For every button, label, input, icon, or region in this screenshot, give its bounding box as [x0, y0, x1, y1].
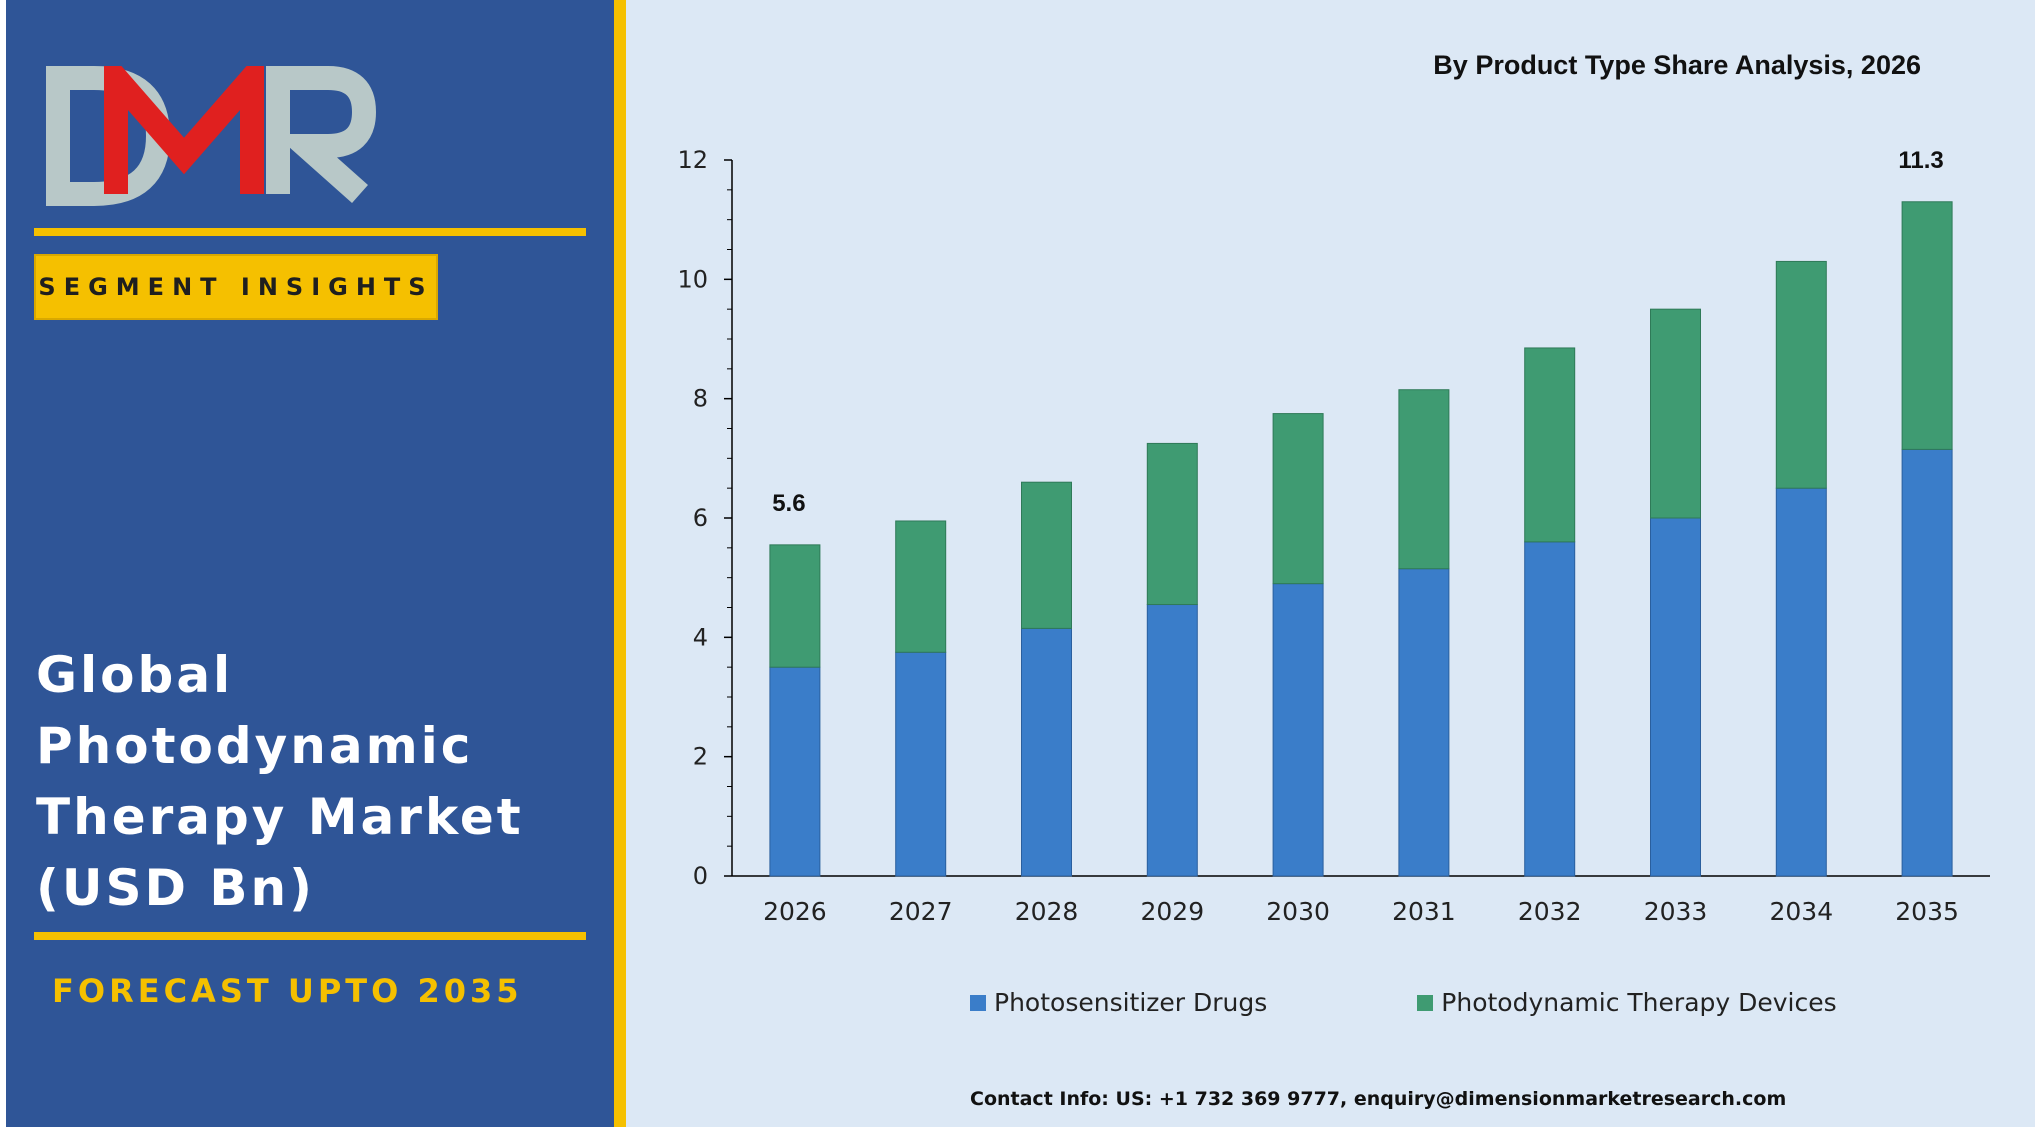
top-yellow-rule: [34, 228, 586, 236]
y-tick-label: 6: [693, 504, 708, 532]
bar-therapy-devices: [1775, 260, 1827, 489]
x-tick-label: 2028: [1015, 897, 1079, 926]
data-label: 11.3: [1898, 147, 1943, 174]
y-tick-label: 8: [693, 385, 708, 413]
x-tick-label: 2032: [1518, 897, 1582, 926]
bar-photosensitizer-drugs: [1146, 604, 1198, 877]
bar-therapy-devices: [1272, 413, 1324, 585]
bar-therapy-devices: [1901, 201, 1953, 450]
legend-item-photosensitizer-drugs: Photosensitizer Drugs: [970, 988, 1267, 1017]
x-tick-label: 2030: [1266, 897, 1330, 926]
bar-photosensitizer-drugs: [1901, 448, 1953, 877]
chart-title: By Product Type Share Analysis, 2026: [1433, 50, 1921, 80]
contact-info: Contact Info: US: +1 732 369 9777, enqui…: [970, 1088, 1787, 1110]
x-tick-label: 2027: [889, 897, 953, 926]
bar-therapy-devices: [895, 520, 947, 653]
data-label: 5.6: [772, 490, 805, 517]
yellow-divider: [614, 0, 626, 1127]
y-tick-label: 2: [693, 743, 708, 771]
bar-therapy-devices: [1146, 442, 1198, 606]
legend-label-drugs: Photosensitizer Drugs: [994, 988, 1268, 1017]
bar-photosensitizer-drugs: [895, 651, 947, 877]
bar-photosensitizer-drugs: [1021, 627, 1072, 877]
bar-photosensitizer-drugs: [1650, 517, 1701, 877]
x-tick-label: 2033: [1644, 897, 1708, 926]
bar-photosensitizer-drugs: [769, 666, 821, 877]
x-tick-label: 2035: [1895, 897, 1959, 926]
segment-insights-badge: SEGMENT INSIGHTS: [34, 254, 438, 320]
bar-photosensitizer-drugs: [1524, 541, 1576, 877]
y-tick-label: 0: [693, 862, 708, 890]
bar-therapy-devices: [1524, 347, 1576, 543]
bar-therapy-devices: [1650, 308, 1701, 519]
y-tick-label: 12: [677, 146, 708, 174]
market-title: Global Photodynamic Therapy Market (USD …: [36, 646, 524, 917]
bar-therapy-devices: [1021, 481, 1072, 629]
y-tick-label: 10: [677, 265, 708, 293]
bar-therapy-devices: [1398, 389, 1450, 570]
legend-label-devices: Photodynamic Therapy Devices: [1441, 988, 1837, 1017]
x-tick-label: 2026: [763, 897, 827, 926]
dmr-logo: [46, 66, 376, 206]
bar-photosensitizer-drugs: [1398, 568, 1450, 877]
x-tick-label: 2034: [1769, 897, 1833, 926]
bar-photosensitizer-drugs: [1272, 583, 1324, 877]
bottom-yellow-rule: [34, 932, 586, 940]
bar-therapy-devices: [769, 544, 821, 668]
y-tick-label: 4: [693, 623, 708, 651]
x-tick-label: 2029: [1140, 897, 1204, 926]
legend-swatch-drugs: [970, 994, 986, 1011]
legend-item-therapy-devices: Photodynamic Therapy Devices: [1417, 988, 1837, 1017]
x-tick-label: 2031: [1392, 897, 1456, 926]
forecast-label: FORECAST UPTO 2035: [52, 972, 523, 1010]
bar-photosensitizer-drugs: [1775, 487, 1827, 877]
chart-legend: Photosensitizer Drugs Photodynamic Thera…: [970, 988, 1837, 1017]
legend-swatch-devices: [1417, 994, 1434, 1011]
segment-insights-label: SEGMENT INSIGHTS: [38, 273, 434, 301]
